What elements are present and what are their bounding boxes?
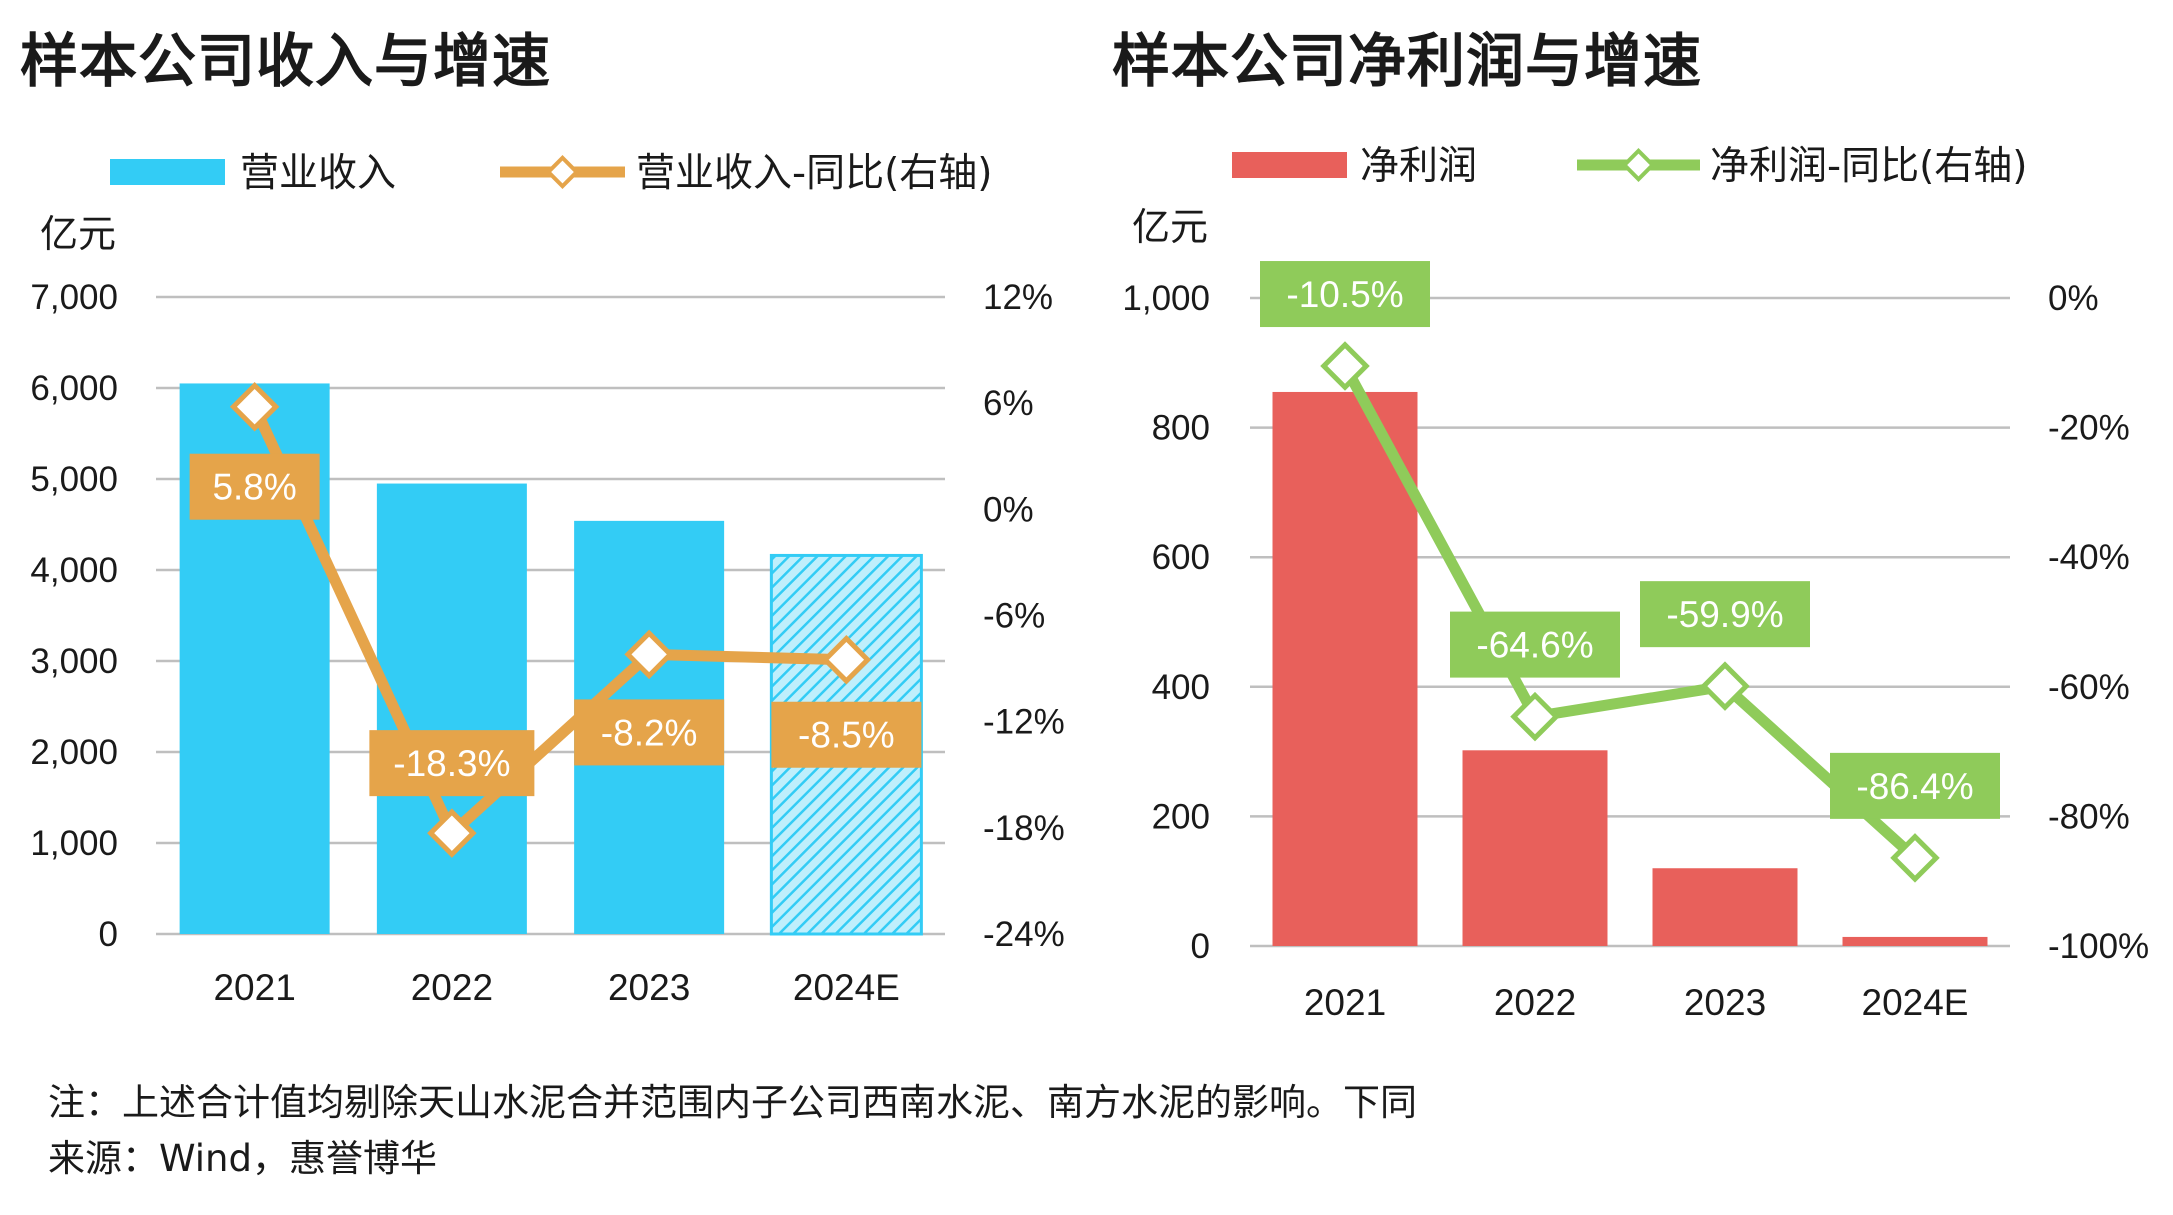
y-tick-label: 1,000 [30, 824, 118, 863]
y-tick-label: 5,000 [30, 460, 118, 499]
data-label-box [771, 701, 922, 768]
legend-line-label: 营业收入-同比(右轴) [636, 151, 993, 196]
y2-tick-label: -18% [983, 809, 1065, 848]
x-tick-label: 2022 [411, 967, 493, 1008]
line-marker [229, 381, 280, 432]
y-tick-label: 2,000 [30, 733, 118, 772]
y2-tick-label: -80% [2048, 797, 2130, 836]
bar [1462, 750, 1608, 946]
y-axis-unit: 亿元 [40, 212, 116, 256]
data-label: -8.2% [601, 712, 698, 753]
bar [376, 483, 527, 934]
y-tick-label: 0 [1191, 927, 1210, 966]
legend-bar-label: 净利润 [1360, 144, 1477, 189]
line-marker [1700, 661, 1750, 711]
bar [1652, 868, 1798, 946]
y-tick-label: 200 [1152, 797, 1210, 836]
data-label: 5.8% [212, 467, 296, 508]
line-marker [1890, 833, 1940, 883]
data-label-box [1830, 752, 2000, 819]
line-marker [624, 629, 674, 680]
y2-tick-label: 0% [983, 490, 1034, 529]
legend-bar-label: 营业收入 [240, 151, 396, 196]
x-tick-label: 2021 [213, 967, 295, 1008]
y2-tick-label: 6% [983, 384, 1034, 423]
data-label: -8.5% [798, 715, 895, 756]
y2-tick-label: -12% [983, 703, 1065, 742]
y-tick-label: 1,000 [1122, 279, 1210, 318]
net-profit-chart: 0 200 400 600 800 1,000 -100% -80% -60% -40% -20% 0… [1122, 144, 2149, 1023]
series-line [249, 404, 847, 839]
data-label: -10.5% [1286, 274, 1403, 315]
y-tick-label: 4,000 [30, 551, 118, 590]
x-tick-label: 2023 [608, 967, 690, 1008]
data-label-box [1640, 581, 1810, 648]
x-tick-label: 2024E [1862, 982, 1969, 1023]
bar [1272, 391, 1418, 947]
source-note: 来源：Wind，惠誉博华 [48, 1137, 437, 1180]
y2-tick-label: -40% [2048, 538, 2130, 577]
data-label-box [574, 699, 725, 766]
y2-tick-label: -60% [2048, 668, 2130, 707]
data-label-box [369, 730, 535, 797]
data-label-box [1260, 261, 1430, 328]
y-tick-label: 3,000 [30, 642, 118, 681]
data-label: -86.4% [1856, 766, 1973, 807]
legend-bar-swatch [110, 159, 225, 185]
y-tick-label: 400 [1152, 668, 1210, 707]
y-tick-label: 0 [99, 915, 118, 954]
data-label: -64.6% [1476, 625, 1593, 666]
y2-tick-label: 12% [983, 278, 1053, 317]
footnote: 注：上述合计值均剔除天山水泥合并范围内子公司西南水泥、南方水泥的影响。下同 [48, 1081, 1417, 1124]
data-label: -18.3% [393, 743, 510, 784]
x-tick-label: 2022 [1494, 982, 1576, 1023]
right-chart-title: 样本公司净利润与增速 [1112, 27, 1703, 95]
data-label-box [1450, 611, 1620, 678]
line-marker [821, 634, 872, 685]
x-tick-label: 2021 [1304, 982, 1386, 1023]
series-line [1340, 363, 1919, 862]
y-tick-label: 600 [1152, 538, 1210, 577]
x-tick-label: 2023 [1684, 982, 1766, 1023]
left-chart-title: 样本公司收入与增速 [20, 27, 552, 95]
y-axis-unit: 亿元 [1132, 205, 1208, 249]
x-tick-label: 2024E [793, 967, 900, 1008]
y-tick-label: 6,000 [30, 369, 118, 408]
y2-tick-label: -6% [983, 597, 1045, 636]
revenue-chart: 0 1,000 2,000 3,000 4,000 5,000 6,000 7,000 -24%… [30, 151, 1064, 1008]
data-label-box [189, 453, 320, 520]
y2-tick-label: -20% [2048, 409, 2130, 448]
bar [1842, 936, 1988, 946]
legend-bar-swatch [1232, 152, 1347, 178]
legend-line-marker [545, 155, 580, 189]
line-marker [1510, 691, 1560, 742]
y2-tick-label: 0% [2048, 279, 2099, 318]
data-label: -59.9% [1666, 594, 1783, 635]
y-tick-label: 800 [1152, 409, 1210, 448]
line-marker [1320, 341, 1370, 391]
line-marker [427, 808, 477, 858]
y-tick-label: 7,000 [30, 278, 118, 317]
legend-line-label: 净利润-同比(右轴) [1710, 144, 2028, 189]
y2-tick-label: -24% [983, 915, 1065, 954]
y2-tick-label: -100% [2048, 927, 2149, 966]
legend-line-marker [1621, 148, 1656, 182]
